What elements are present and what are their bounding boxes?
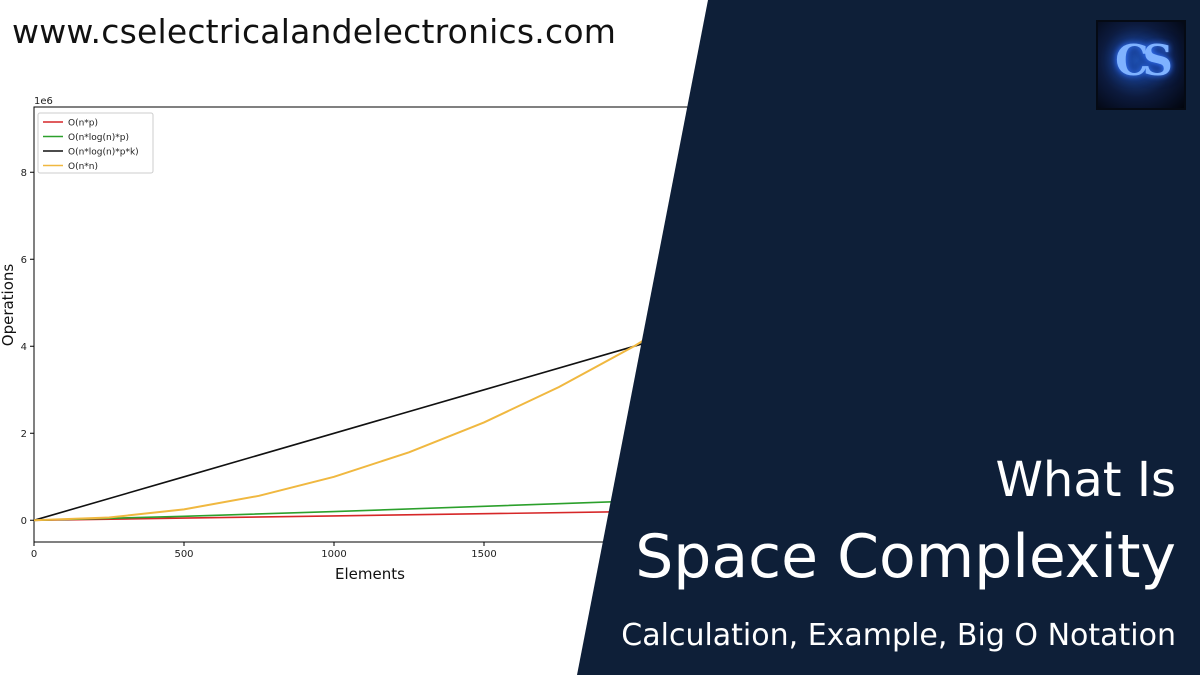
- site-url[interactable]: www.cselectricalandelectronics.com: [12, 12, 617, 51]
- annotation-label: O(n*: [766, 471, 801, 489]
- title-line-1: What Is: [995, 452, 1176, 508]
- y-axis-ticks: 0 2 4 6 8: [21, 168, 34, 527]
- y-tick-label: 4: [21, 342, 27, 353]
- annotation-label: O(n*log(n): [754, 311, 833, 329]
- chart-legend: O(n*p) O(n*log(n)*p) O(n*log(n)*p*k) O(n*n): [37, 112, 154, 174]
- y-tick-label: 8: [21, 168, 27, 179]
- series-line: [33, 506, 908, 522]
- x-tick-label: 1000: [321, 549, 346, 560]
- logo-text: CS: [1115, 36, 1173, 85]
- y-scale-label: 1e6: [34, 96, 53, 107]
- title-line-3: Calculation, Example, Big O Notation: [621, 618, 1176, 653]
- title-line-2: Space Complexity: [635, 522, 1176, 592]
- legend-entry: O(n*log(n)*p*k): [68, 148, 139, 158]
- y-tick-label: 0: [21, 516, 27, 527]
- legend-entry: O(n*log(n)*p): [68, 133, 129, 143]
- legend-entry: O(n*n): [68, 162, 98, 172]
- legend-entry: O(n*p): [68, 119, 98, 129]
- series-layer: [33, 151, 908, 522]
- series-line: [33, 491, 908, 522]
- x-tick-label: 1500: [471, 549, 496, 560]
- annotation-layer: O(n*n) O(n*log(n) O(n*: [754, 143, 861, 489]
- legend-box: [37, 112, 154, 174]
- y-tick-label: 2: [21, 429, 27, 440]
- site-logo[interactable]: CS: [1096, 20, 1186, 110]
- x-tick-label: 0: [31, 549, 37, 560]
- x-tick-label: 500: [174, 549, 193, 560]
- annotation-label: O(n*n): [811, 143, 861, 161]
- series-line: [33, 151, 908, 522]
- y-axis-label: Operations: [0, 264, 17, 347]
- x-axis-label: Elements: [335, 565, 405, 583]
- y-tick-label: 6: [21, 255, 27, 266]
